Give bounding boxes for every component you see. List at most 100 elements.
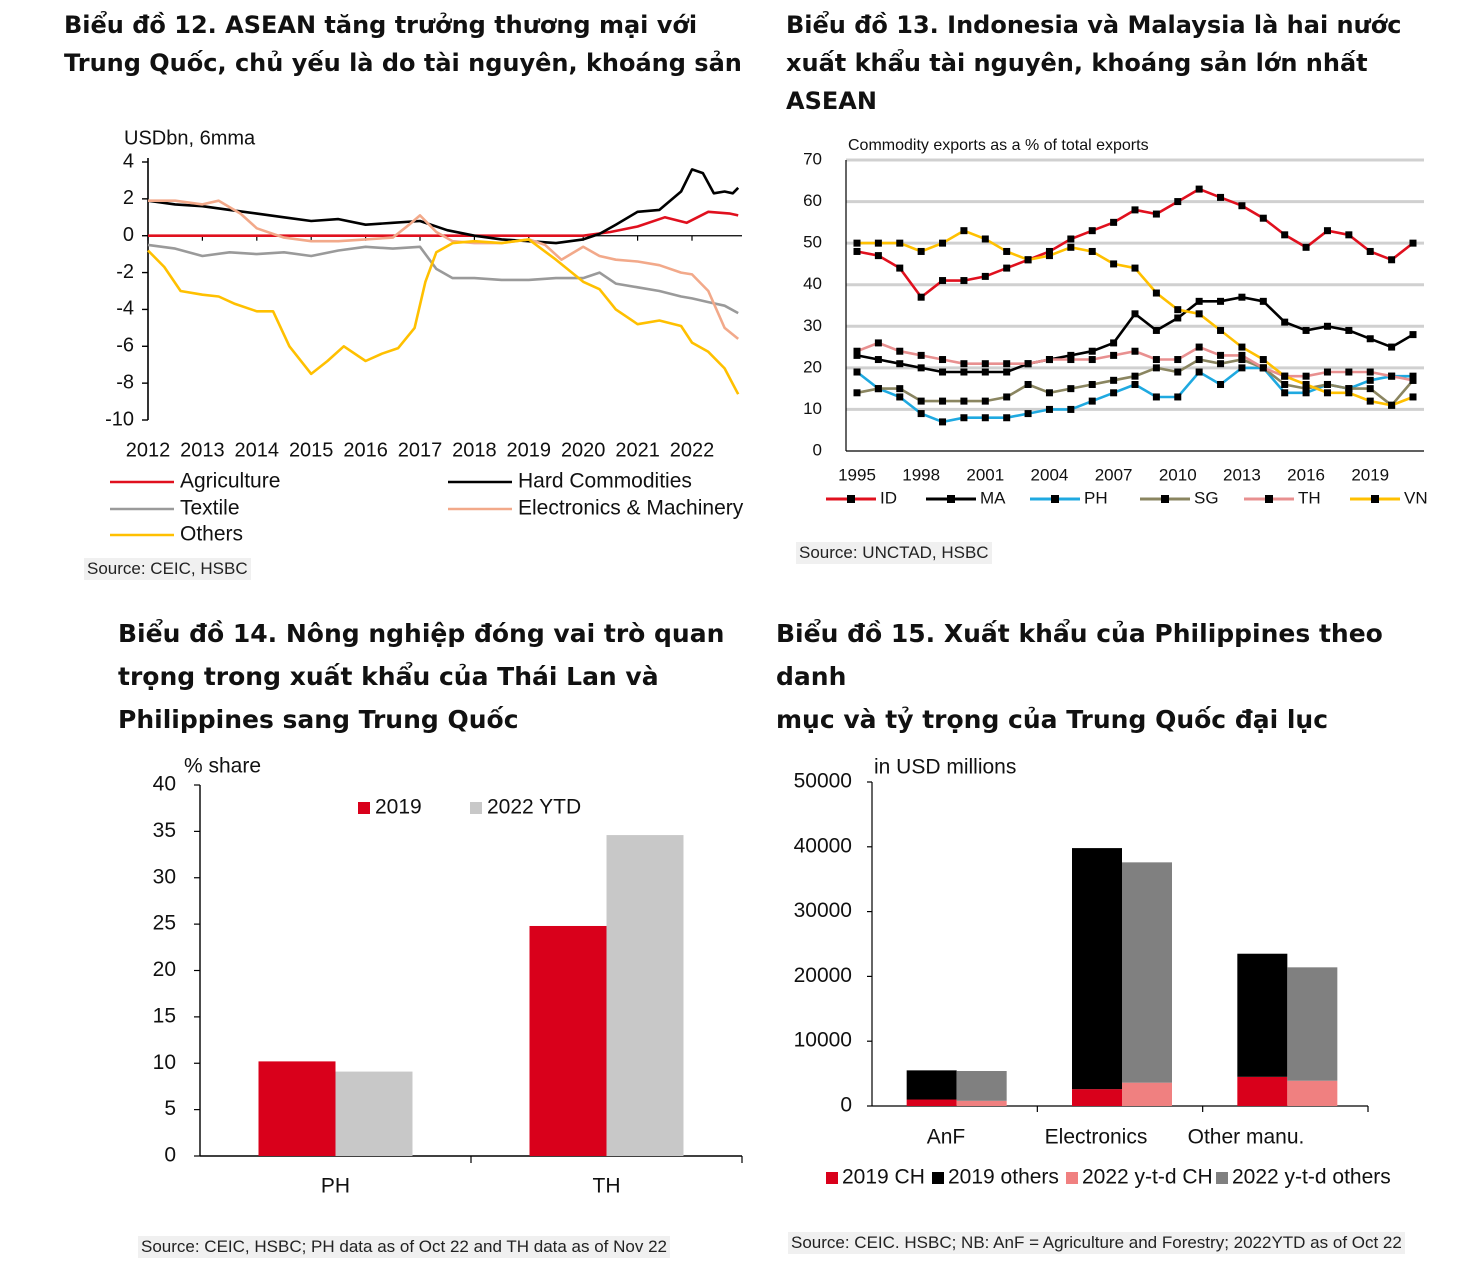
chart-13-series-vn-point xyxy=(1302,380,1310,388)
chart-14-ytick-label: 30 xyxy=(153,865,176,888)
chart-13-series-ma-point xyxy=(1409,331,1417,339)
chart-13-series-vn-point xyxy=(1409,393,1417,401)
chart-12-xtick-label: 2018 xyxy=(452,439,497,461)
chart-13-series-th-point xyxy=(917,351,925,359)
chart-12-xtick-label: 2012 xyxy=(126,439,171,461)
chart-13-series-sg-point xyxy=(1323,380,1331,388)
chart-13-xtick-label: 2010 xyxy=(1159,465,1197,484)
chart-13-series-sg-point xyxy=(1067,385,1075,393)
chart-13-series-th-point xyxy=(1045,356,1053,364)
chart-13-series-vn-point xyxy=(1281,372,1289,380)
chart-13-legend-marker xyxy=(1051,495,1059,503)
chart-13-series-id-point xyxy=(1131,206,1139,214)
chart-13-series-id-point xyxy=(960,277,968,285)
chart-13-series-vn-point xyxy=(1003,247,1011,255)
chart-13-ytick-label: 30 xyxy=(803,316,822,335)
chart-14-bar-th-2019 xyxy=(529,925,607,1156)
chart-13-legend-label: TH xyxy=(1298,488,1321,507)
chart-12-xtick-label: 2013 xyxy=(180,439,225,461)
chart-13-series-th-point xyxy=(1217,351,1225,359)
chart-14-legend-label: 2019 xyxy=(375,796,422,819)
chart-13-legend-marker xyxy=(1265,495,1273,503)
chart-13-xtick-label: 2001 xyxy=(966,465,1004,484)
chart-15-bar-segment-2019-others xyxy=(906,1070,957,1100)
chart-12-xtick-label: 2020 xyxy=(561,439,606,461)
chart-14-ylabel: % share xyxy=(184,755,261,778)
chart-13-series-ph-point xyxy=(1131,380,1139,388)
chart-13-series-sg-point xyxy=(1366,385,1374,393)
chart-13-series-vn-point xyxy=(1323,389,1331,397)
chart-12-xtick-label: 2019 xyxy=(507,439,552,461)
chart-13-series-th-point xyxy=(1238,351,1246,359)
chart-15-xtick-label: Electronics xyxy=(1045,1126,1148,1149)
chart-14-xtick-label: TH xyxy=(593,1175,621,1198)
chart-12-ytick-label: -10 xyxy=(105,408,134,430)
chart-12-ytick-label: -4 xyxy=(116,298,134,320)
chart-14-ytick-label: 10 xyxy=(153,1051,176,1074)
chart-13-legend-marker xyxy=(947,495,955,503)
chart-13-series-ph-point xyxy=(1302,389,1310,397)
chart-15-xtick-label: Other manu. xyxy=(1188,1126,1305,1149)
chart-13-series-ph-point xyxy=(1409,372,1417,380)
chart-13-ytick-label: 20 xyxy=(803,357,822,376)
chart-13-series-ma-point xyxy=(1366,335,1374,343)
chart-14-ytick-label: 40 xyxy=(153,773,176,796)
chart-13-series-id-point xyxy=(1366,247,1374,255)
chart-13-series-id-point xyxy=(896,264,904,272)
chart-15-bar-segment-2022-y-t-d-others xyxy=(956,1071,1007,1101)
chart-15-bar-segment-2019-others xyxy=(1237,953,1288,1077)
chart-12-ytick-label: 2 xyxy=(123,187,134,209)
chart-13-series-vn-point xyxy=(1195,310,1203,318)
chart-13-series-ph-point xyxy=(1024,410,1032,418)
chart-13-series-id-point xyxy=(917,293,925,301)
chart-13-series-sg-point xyxy=(1003,393,1011,401)
chart-13-xtick-label: 1995 xyxy=(838,465,876,484)
chart-14-legend-label: 2022 YTD xyxy=(487,796,581,819)
chart-13-series-id-point xyxy=(1110,218,1118,226)
chart-15-ytick-label: 20000 xyxy=(794,964,852,987)
chart-13-xtick-label: 1998 xyxy=(902,465,940,484)
chart-13-title: Biểu đồ 13. Indonesia và Malaysia là hai… xyxy=(786,11,1402,115)
chart-13-series-sg-point xyxy=(1281,380,1289,388)
chart-15-bar-segment-2019-ch xyxy=(1072,1089,1122,1106)
chart-12-ytick-label: -2 xyxy=(116,261,134,283)
chart-13-series-id-point xyxy=(1088,227,1096,235)
chart-12-xtick-label: 2017 xyxy=(398,439,443,461)
chart-15-bar-segment-2019-ch xyxy=(1237,1076,1288,1106)
chart-13-series-ma-point xyxy=(960,368,968,376)
chart-13-ytick-label: 40 xyxy=(803,274,822,293)
chart-13-series-ph-point xyxy=(1152,393,1160,401)
chart-12-ylabel: USDbn, 6mma xyxy=(124,127,256,149)
chart-14-bar-ph-2022-ytd xyxy=(335,1071,413,1156)
chart-15-ytick-label: 0 xyxy=(840,1094,852,1117)
chart-13-series-id-point xyxy=(1388,256,1396,264)
chart-13-series-sg-point xyxy=(981,397,989,405)
chart-13-xtick-label: 2019 xyxy=(1351,465,1389,484)
chart-13-series-th-point xyxy=(1366,368,1374,376)
chart-13-series-vn-point xyxy=(1345,389,1353,397)
chart-14-xtick-label: PH xyxy=(321,1175,350,1198)
chart-14-ytick-label: 35 xyxy=(153,819,176,842)
chart-13-series-th-point xyxy=(853,347,861,355)
chart-13-series-ph-point xyxy=(1067,405,1075,413)
chart-12-xtick-label: 2014 xyxy=(235,439,280,461)
chart-13-series-sg-point xyxy=(1345,385,1353,393)
chart-12-ytick-label: -8 xyxy=(116,371,134,393)
chart-12-legend-label: Hard Commodities xyxy=(518,470,692,493)
chart-13-series-ma-point xyxy=(1302,326,1310,334)
chart-13-series-vn-point xyxy=(917,247,925,255)
chart-13-ytick-label: 70 xyxy=(803,149,822,168)
chart-13-series-ph-point xyxy=(896,393,904,401)
chart-13-legend-marker xyxy=(1161,495,1169,503)
chart-13-xtick-label: 2004 xyxy=(1031,465,1069,484)
chart-14-legend-swatch xyxy=(470,802,482,814)
chart-13-series-th-point xyxy=(1409,376,1417,384)
chart-13-series-vn-point xyxy=(1388,401,1396,409)
chart-13-series-th-point xyxy=(1003,360,1011,368)
chart-13-series-th-point xyxy=(1388,372,1396,380)
chart-13-series-vn-point xyxy=(1174,306,1182,314)
chart-13-series-id-point xyxy=(939,277,947,285)
chart-13-series-vn-point xyxy=(896,239,904,247)
chart-13-series-vn-point xyxy=(1217,326,1225,334)
chart-13-series-vn-point xyxy=(960,227,968,235)
